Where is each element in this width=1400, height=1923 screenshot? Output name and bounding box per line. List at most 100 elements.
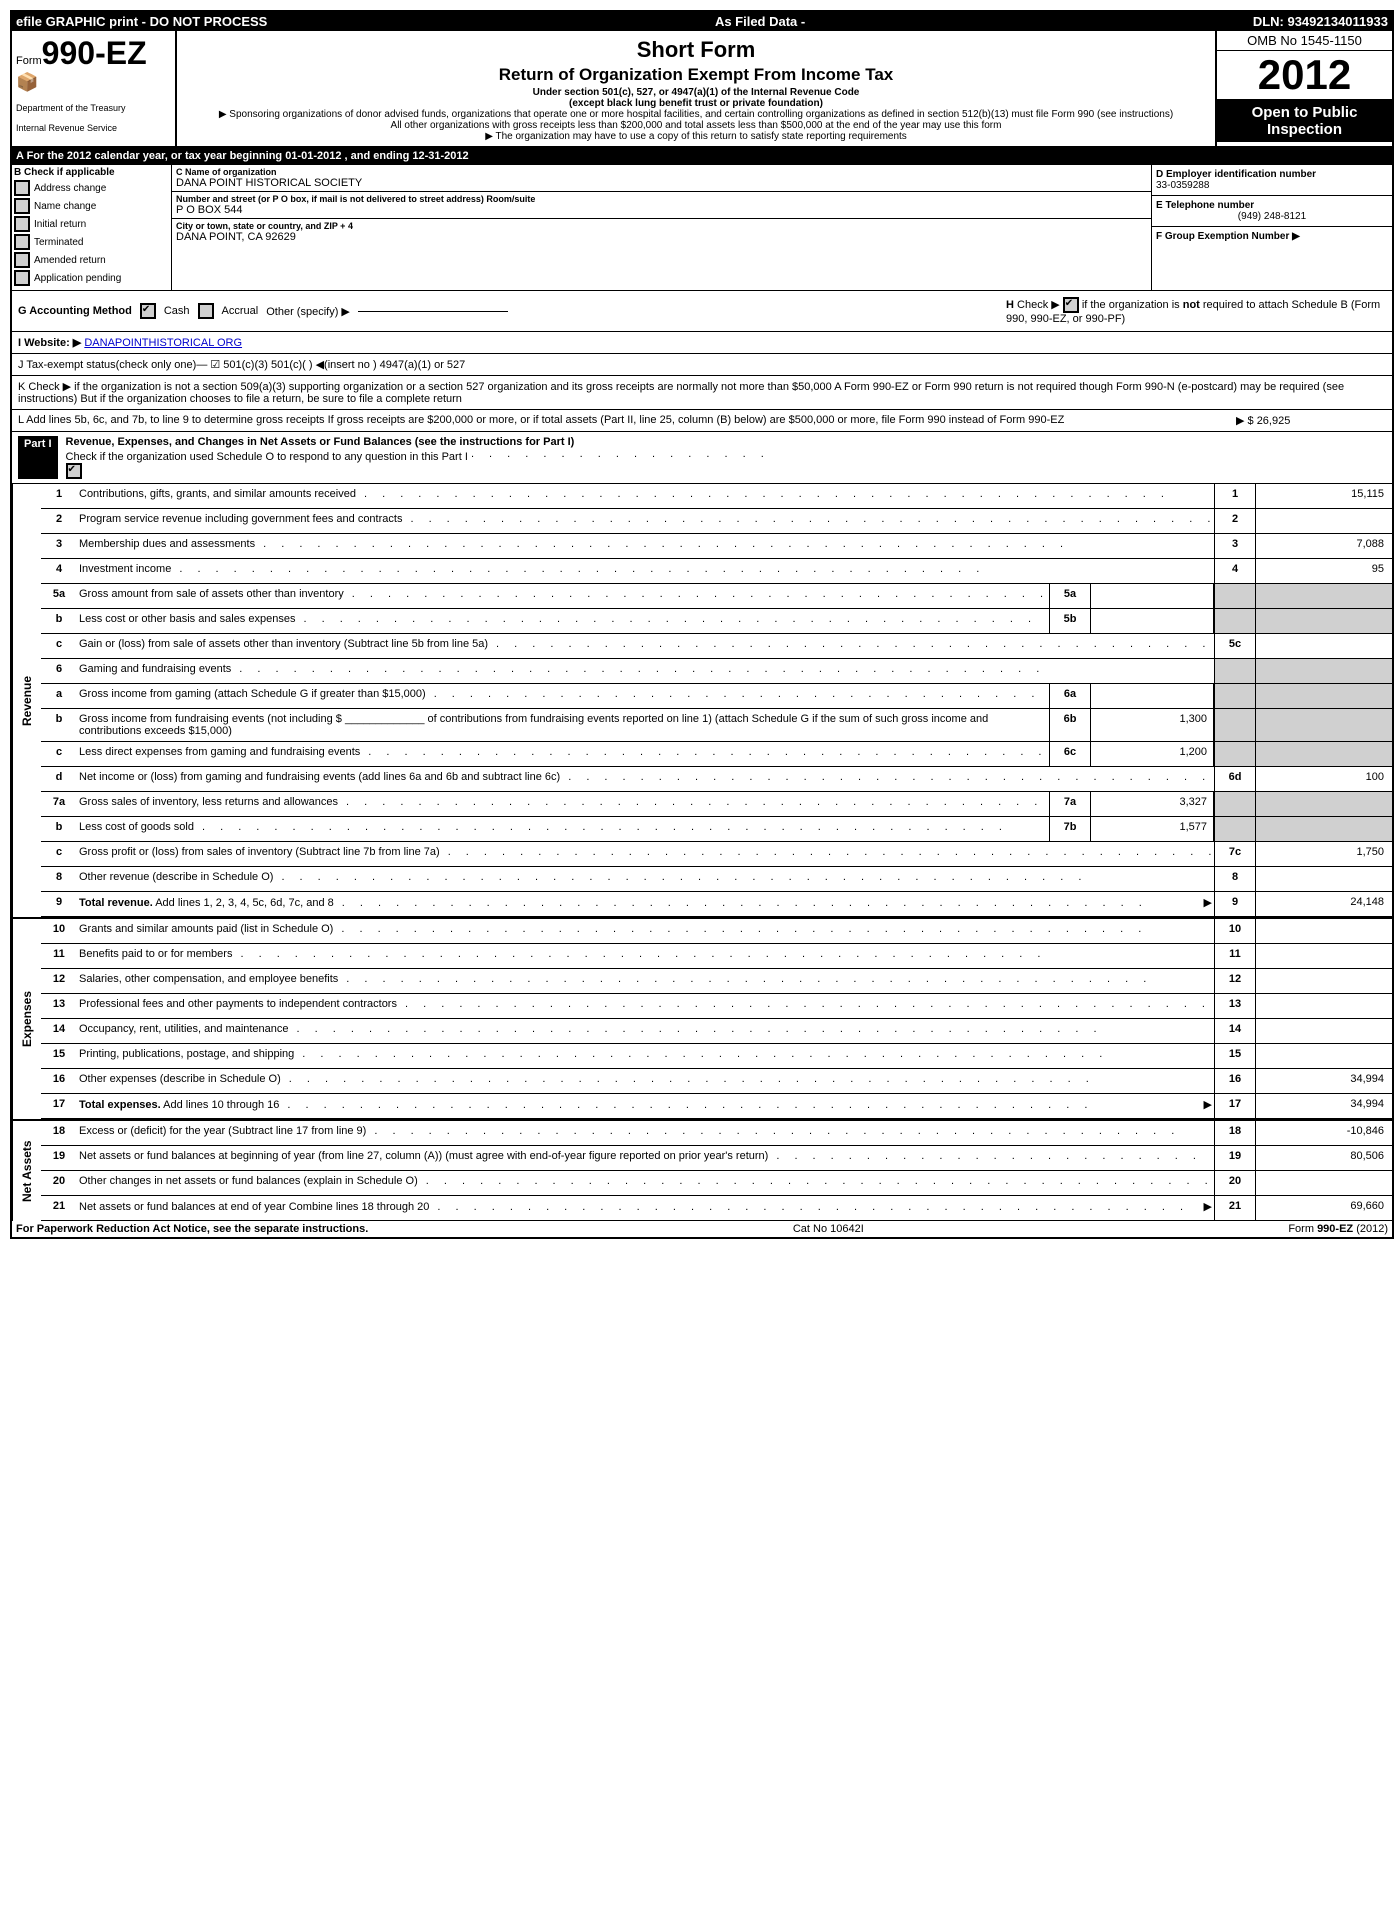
line-row: bGross income from fundraising events (n… — [41, 709, 1392, 742]
line-row: 12Salaries, other compensation, and empl… — [41, 969, 1392, 994]
line-num: d — [41, 767, 77, 791]
netassets-label: Net Assets — [12, 1121, 41, 1221]
netassets-section: Net Assets 18Excess or (deficit) for the… — [12, 1119, 1392, 1221]
line-sub-val — [1091, 684, 1214, 708]
line-row: 17Total expenses. Add lines 10 through 1… — [41, 1094, 1392, 1119]
line-row: cGross profit or (loss) from sales of in… — [41, 842, 1392, 867]
line-end-num: 2 — [1214, 509, 1256, 533]
line-end-num: 10 — [1214, 919, 1256, 943]
line-num: 12 — [41, 969, 77, 993]
dept-treasury: Department of the Treasury — [16, 103, 171, 113]
line-end-val: 24,148 — [1256, 892, 1392, 916]
line-desc: Less direct expenses from gaming and fun… — [77, 742, 1049, 766]
line-end-val: 80,506 — [1256, 1146, 1392, 1170]
line-row: 4Investment income495 — [41, 559, 1392, 584]
chk-address-change[interactable] — [14, 180, 30, 196]
chk-amended[interactable] — [14, 252, 30, 268]
line-end-val — [1256, 1171, 1392, 1195]
line-row: 16Other expenses (describe in Schedule O… — [41, 1069, 1392, 1094]
line-end-val: -10,846 — [1256, 1121, 1392, 1145]
line-end-num: 19 — [1214, 1146, 1256, 1170]
e-label: E Telephone number — [1156, 200, 1388, 211]
chk-accrual[interactable] — [198, 303, 214, 319]
topbar-left: efile GRAPHIC print - DO NOT PROCESS — [16, 14, 267, 29]
line-sub-val — [1091, 584, 1214, 608]
line-num: 3 — [41, 534, 77, 558]
line-row: 19Net assets or fund balances at beginni… — [41, 1146, 1392, 1171]
line-desc: Gross amount from sale of assets other t… — [77, 584, 1049, 608]
line-num: b — [41, 817, 77, 841]
chk-schedule-o[interactable] — [66, 463, 82, 479]
form-prefix: Form — [16, 55, 42, 67]
line-desc: Investment income — [77, 559, 1214, 583]
line-end-num: 14 — [1214, 1019, 1256, 1043]
d-label: D Employer identification number — [1156, 169, 1388, 180]
line-end-num: 16 — [1214, 1069, 1256, 1093]
dept-irs: Internal Revenue Service — [16, 123, 171, 133]
line-num: 5a — [41, 584, 77, 608]
line-desc: Printing, publications, postage, and shi… — [77, 1044, 1214, 1068]
subtitle-2: (except black lung benefit trust or priv… — [185, 98, 1207, 109]
form-990ez: efile GRAPHIC print - DO NOT PROCESS As … — [10, 10, 1394, 1239]
f-label: F Group Exemption Number ▶ — [1156, 231, 1388, 242]
line-row: bLess cost of goods sold7b1,577 — [41, 817, 1392, 842]
line-end-val — [1256, 919, 1392, 943]
line-row: 21Net assets or fund balances at end of … — [41, 1196, 1392, 1221]
chk-cash[interactable] — [140, 303, 156, 319]
line-end-val — [1256, 1019, 1392, 1043]
line-end-val-shaded — [1256, 709, 1392, 741]
part-i-header: Part I Revenue, Expenses, and Changes in… — [12, 432, 1392, 484]
chk-schedule-b[interactable] — [1063, 297, 1079, 313]
section-i: I Website: ▶ DANAPOINTHISTORICAL ORG — [12, 332, 1392, 354]
line-row: 5aGross amount from sale of assets other… — [41, 584, 1392, 609]
line-desc: Gross profit or (loss) from sales of inv… — [77, 842, 1214, 866]
lbl-pending: Application pending — [34, 273, 121, 284]
line-num: 14 — [41, 1019, 77, 1043]
line-desc: Gaming and fundraising events — [77, 659, 1214, 683]
line-row: dNet income or (loss) from gaming and fu… — [41, 767, 1392, 792]
line-num: 20 — [41, 1171, 77, 1195]
line-desc: Salaries, other compensation, and employ… — [77, 969, 1214, 993]
open-public-1: Open to Public — [1221, 104, 1388, 121]
line-end-num: 4 — [1214, 559, 1256, 583]
chk-initial-return[interactable] — [14, 216, 30, 232]
line-desc: Excess or (deficit) for the year (Subtra… — [77, 1121, 1214, 1145]
part-i-title: Revenue, Expenses, and Changes in Net As… — [66, 436, 575, 448]
line-sub-num: 6b — [1049, 709, 1091, 741]
chk-pending[interactable] — [14, 270, 30, 286]
line-num: 17 — [41, 1094, 77, 1118]
line-num: 7a — [41, 792, 77, 816]
line-desc: Gross sales of inventory, less returns a… — [77, 792, 1049, 816]
chk-terminated[interactable] — [14, 234, 30, 250]
header-left: Form990-EZ 📦 Department of the Treasury … — [12, 31, 177, 146]
line-desc: Total revenue. Add lines 1, 2, 3, 4, 5c,… — [77, 892, 1214, 916]
line-row: 9Total revenue. Add lines 1, 2, 3, 4, 5c… — [41, 892, 1392, 917]
line-row: 14Occupancy, rent, utilities, and mainte… — [41, 1019, 1392, 1044]
addr-label: Number and street (or P O box, if mail i… — [176, 194, 1147, 204]
i-label: I Website: ▶ — [18, 337, 81, 349]
line-end-val-shaded — [1256, 684, 1392, 708]
line-end-num: 6d — [1214, 767, 1256, 791]
line-end-val — [1256, 944, 1392, 968]
section-b: B Check if applicable Address change Nam… — [12, 165, 1392, 291]
line-end-val — [1256, 509, 1392, 533]
chk-name-change[interactable] — [14, 198, 30, 214]
ein: 33-0359288 — [1156, 180, 1388, 191]
note-3: ▶ The organization may have to use a cop… — [185, 131, 1207, 142]
lbl-terminated: Terminated — [34, 237, 83, 248]
line-num: 18 — [41, 1121, 77, 1145]
section-b-header: B Check if applicable — [14, 167, 169, 178]
line-row: bLess cost or other basis and sales expe… — [41, 609, 1392, 634]
org-city: DANA POINT, CA 92629 — [176, 231, 1147, 243]
line-end-val: 1,750 — [1256, 842, 1392, 866]
line-desc: Net income or (loss) from gaming and fun… — [77, 767, 1214, 791]
line-desc: Other revenue (describe in Schedule O) — [77, 867, 1214, 891]
line-desc: Grants and similar amounts paid (list in… — [77, 919, 1214, 943]
website-link[interactable]: DANAPOINTHISTORICAL ORG — [84, 337, 242, 349]
line-sub-num: 6a — [1049, 684, 1091, 708]
section-l: L Add lines 5b, 6c, and 7b, to line 9 to… — [12, 410, 1392, 432]
line-end-val: 15,115 — [1256, 484, 1392, 508]
line-sub-num: 7b — [1049, 817, 1091, 841]
line-end-num: 15 — [1214, 1044, 1256, 1068]
line-num: c — [41, 634, 77, 658]
